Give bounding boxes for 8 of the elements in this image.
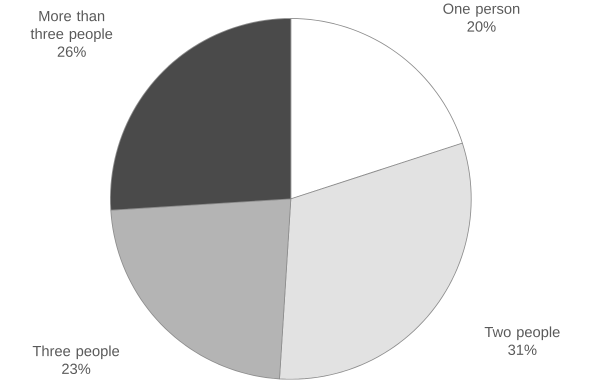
data-label: 20% xyxy=(467,21,496,32)
data-label: 26% xyxy=(58,46,86,58)
slice-label: Two people xyxy=(484,326,560,340)
slice-label: One person xyxy=(443,4,520,17)
slice-label: Three people xyxy=(32,346,120,360)
data-label: 31% xyxy=(508,344,537,356)
data-label: 23% xyxy=(62,364,90,374)
slice-label: More than three people xyxy=(30,10,112,42)
